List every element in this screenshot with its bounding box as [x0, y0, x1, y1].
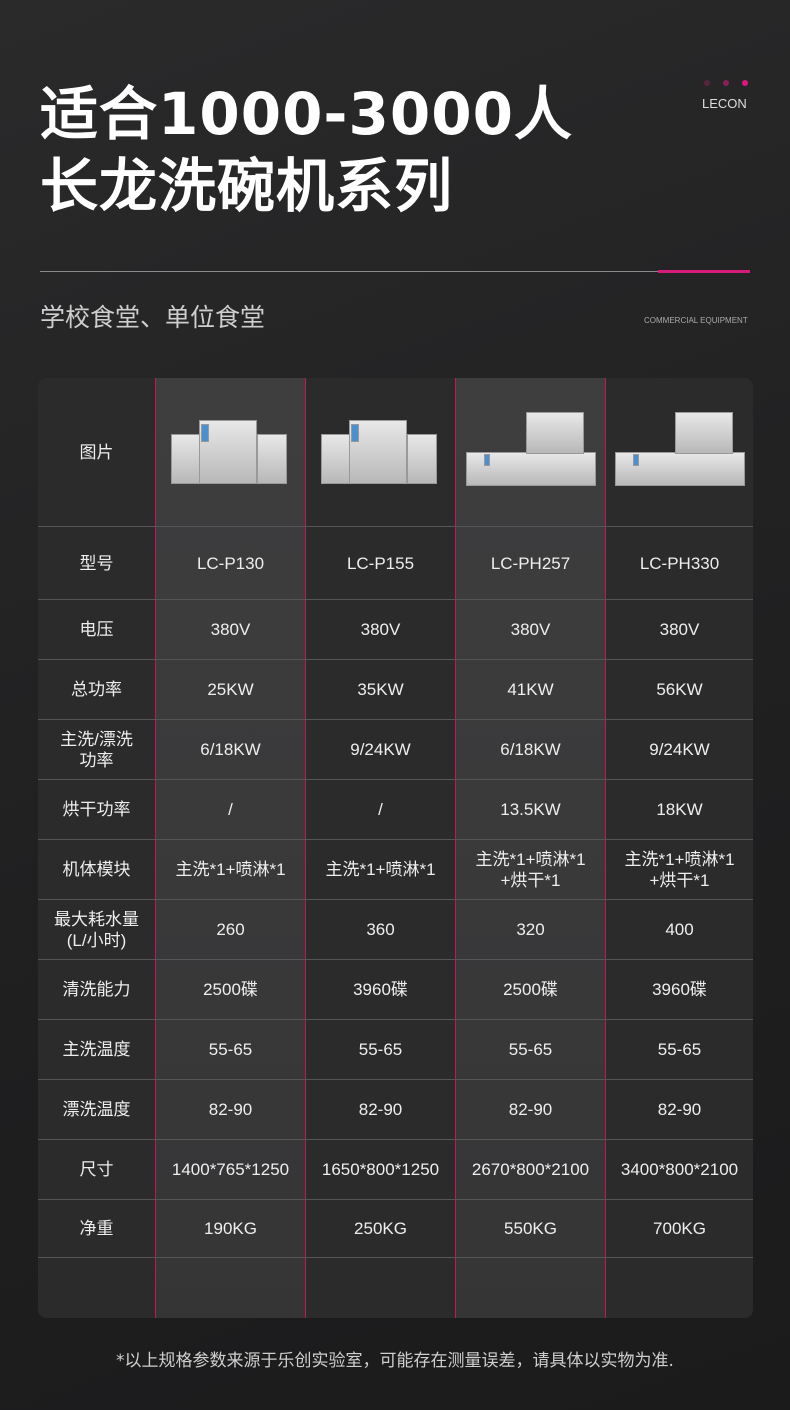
table-cell: 380V	[659, 620, 700, 639]
table-cell: 250KG	[354, 1219, 407, 1238]
table-cell: LC-PH257	[490, 553, 571, 573]
table-cell: 82-90	[657, 1100, 702, 1119]
table-cell: 56KW	[656, 680, 703, 699]
product-image	[306, 378, 455, 526]
table-cell: 82-90	[358, 1100, 403, 1119]
row-label: 主洗温度	[62, 1040, 131, 1059]
table-cell: 13.5KW	[500, 800, 561, 819]
table-cell: 55-65	[358, 1040, 403, 1059]
image-row: 图片	[38, 378, 753, 527]
table-row: 净重 190KG 250KG 550KG 700KG	[38, 1200, 753, 1258]
table-cell: 82-90	[508, 1100, 553, 1119]
table-row: 最大耗水量 (L/小时) 260 360 320 400	[38, 900, 753, 960]
table-cell: 2500碟	[503, 980, 558, 999]
product-image	[606, 378, 753, 526]
row-label: 型号	[79, 553, 114, 573]
table-cell: 2500碟	[203, 980, 258, 999]
row-label: 烘干功率	[62, 800, 131, 819]
table-row: 型号 LC-P130 LC-P155 LC-PH257 LC-PH330	[38, 527, 753, 600]
row-label: 清洗能力	[62, 980, 131, 999]
logo-dots	[704, 80, 748, 86]
footnote: *以上规格参数来源于乐创实验室，可能存在测量误差，请具体以实物为准.	[116, 1351, 674, 1371]
table-cell: 360	[366, 920, 395, 939]
accent-divider	[658, 270, 750, 273]
product-image	[155, 378, 306, 526]
brand-logo: LECON	[702, 96, 747, 111]
product-image	[455, 378, 606, 526]
subtitle: 学校食堂、单位食堂	[40, 303, 266, 332]
row-label: 图片	[79, 442, 114, 462]
table-cell: 3960碟	[652, 980, 707, 999]
table-cell: LC-P155	[346, 553, 415, 573]
table-cell: 6/18KW	[200, 740, 261, 759]
divider	[40, 271, 660, 272]
table-row: 漂洗温度 82-90 82-90 82-90 82-90	[38, 1080, 753, 1140]
table-cell: 550KG	[504, 1219, 557, 1238]
table-cell: 9/24KW	[649, 740, 710, 759]
table-cell: 700KG	[653, 1219, 706, 1238]
table-cell: 6/18KW	[500, 740, 561, 759]
table-cell: 1650*800*1250	[321, 1160, 440, 1179]
table-cell: 400	[665, 920, 694, 939]
table-row: 烘干功率 / / 13.5KW 18KW	[38, 780, 753, 840]
page-title: 适合1000-3000人 长龙洗碗机系列	[40, 78, 573, 222]
row-label: 电压	[79, 620, 114, 639]
row-label: 机体模块	[62, 860, 131, 879]
title-line-1: 适合1000-3000人	[40, 80, 573, 148]
table-cell: 55-65	[657, 1040, 702, 1059]
tagline: COMMERCIAL EQUIPMENT	[644, 316, 748, 325]
table-cell: 82-90	[208, 1100, 253, 1119]
highlight-column	[155, 378, 306, 1318]
table-cell: 260	[216, 920, 245, 939]
table-cell: 1400*765*1250	[171, 1160, 290, 1179]
table-cell: 主洗*1+喷淋*1	[175, 860, 286, 879]
table-cell: 3960碟	[353, 980, 408, 999]
row-label: 漂洗温度	[62, 1100, 131, 1119]
table-cell: 2670*800*2100	[471, 1160, 590, 1179]
row-label: 总功率	[71, 680, 122, 699]
table-cell: 3400*800*2100	[620, 1160, 739, 1179]
spec-table: 图片 型号 LC-P130 LC-P155 LC-PH257 LC-PH330 电压 380…	[38, 378, 753, 1318]
table-row: 清洗能力 2500碟 3960碟 2500碟 3960碟	[38, 960, 753, 1020]
table-row: 机体模块 主洗*1+喷淋*1 主洗*1+喷淋*1 主洗*1+喷淋*1 +烘干*1 主洗*…	[38, 840, 753, 900]
table-row: 总功率 25KW 35KW 41KW 56KW	[38, 660, 753, 720]
table-cell: 25KW	[207, 680, 254, 699]
table-cell: 190KG	[204, 1219, 257, 1238]
table-row: 电压 380V 380V 380V 380V	[38, 600, 753, 660]
table-cell: 主洗*1+喷淋*1	[325, 860, 436, 879]
table-cell: 35KW	[357, 680, 404, 699]
table-cell: 380V	[360, 620, 401, 639]
table-row: 主洗温度 55-65 55-65 55-65 55-65	[38, 1020, 753, 1080]
table-row: 主洗/漂洗 功率 6/18KW 9/24KW 6/18KW 9/24KW	[38, 720, 753, 780]
table-cell: 380V	[210, 620, 251, 639]
title-line-2: 长龙洗碗机系列	[40, 152, 454, 220]
table-cell: 9/24KW	[350, 740, 411, 759]
table-cell: 380V	[510, 620, 551, 639]
row-label: 尺寸	[79, 1160, 114, 1179]
row-label: 净重	[79, 1219, 114, 1238]
table-cell: /	[228, 800, 233, 819]
table-cell: 18KW	[656, 800, 703, 819]
row-label: 主洗/漂洗 功率	[60, 729, 133, 770]
row-label: 最大耗水量 (L/小时)	[54, 909, 139, 950]
table-cell: 320	[516, 920, 545, 939]
table-cell: LC-PH330	[639, 553, 720, 573]
table-cell: 55-65	[508, 1040, 553, 1059]
highlight-column	[455, 378, 606, 1318]
table-cell: /	[378, 800, 383, 819]
table-cell: 55-65	[208, 1040, 253, 1059]
table-cell: 主洗*1+喷淋*1 +烘干*1	[624, 849, 735, 890]
table-cell: 主洗*1+喷淋*1 +烘干*1	[475, 849, 586, 890]
table-cell: LC-P130	[196, 553, 265, 573]
table-row: 尺寸 1400*765*1250 1650*800*1250 2670*800*210…	[38, 1140, 753, 1200]
table-cell: 41KW	[507, 680, 554, 699]
